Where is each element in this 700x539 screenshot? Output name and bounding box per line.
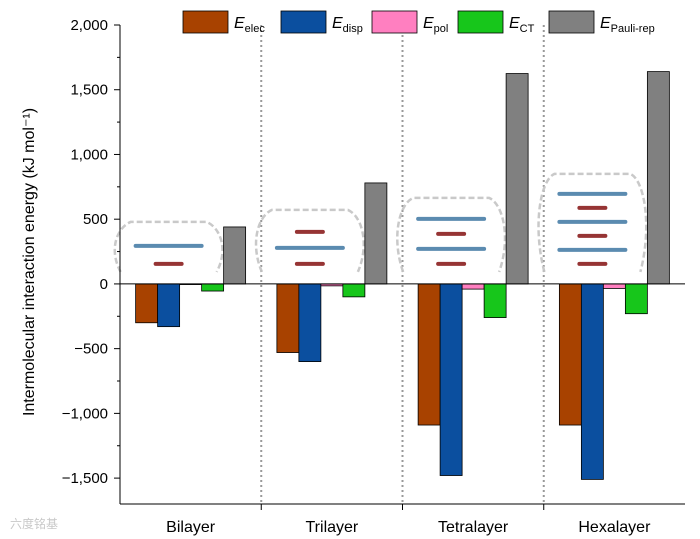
legend-swatch-disp <box>280 10 327 34</box>
legend-swatch-pol <box>371 10 418 34</box>
bar-disp-bilayer <box>157 283 181 328</box>
legend-label-pol: Epol <box>423 15 448 35</box>
legend-label-disp: Edisp <box>332 15 363 35</box>
legend-swatch-elec <box>182 10 229 34</box>
watermark: 六度铭基 <box>10 516 58 531</box>
bar-paulirep-bilayer <box>223 226 247 285</box>
legend-swatch-ct <box>457 10 504 34</box>
y-axis-title: Intermolecular interaction energy (kJ mo… <box>21 108 38 416</box>
x-category-label: Hexalayer <box>578 519 651 536</box>
legend: Eelec Edisp Epol ECT EPauli-rep <box>182 10 655 35</box>
bar-disp-trilayer <box>298 283 322 362</box>
molecule-stack-tetralayer <box>396 196 507 273</box>
bar-ct-trilayer <box>342 283 366 298</box>
legend-label-paulirep: EPauli-rep <box>600 15 655 35</box>
bar-elec-hexalayer <box>558 283 582 426</box>
y-tick-label: 1,000 <box>70 146 108 163</box>
bar-ct-tetralayer <box>483 283 507 318</box>
y-tick-label: −1,000 <box>62 405 108 422</box>
legend-label-ct: ECT <box>509 15 535 35</box>
y-tick-label: 2,000 <box>70 17 108 34</box>
bar-elec-bilayer <box>135 283 159 324</box>
x-category-label: Bilayer <box>166 519 216 536</box>
molecule-stack-bilayer <box>113 220 224 273</box>
bar-pol-tetralayer <box>461 283 485 290</box>
bar-paulirep-trilayer <box>364 182 388 285</box>
x-category-label: Trilayer <box>306 519 359 536</box>
x-category-label: Tetralayer <box>438 519 509 536</box>
y-tick-label: 0 <box>100 276 108 293</box>
bar-ct-hexalayer <box>624 283 648 315</box>
legend-label-elec: Eelec <box>234 15 265 35</box>
bar-elec-tetralayer <box>417 283 441 426</box>
bar-disp-hexalayer <box>580 283 604 480</box>
molecular-structure-illustrations <box>113 172 648 273</box>
y-tick-label: 500 <box>83 211 108 228</box>
bar-paulirep-hexalayer <box>646 71 670 285</box>
molecule-stack-hexalayer <box>537 172 648 273</box>
y-tick-label: 1,500 <box>70 82 108 99</box>
y-tick-label: −500 <box>74 341 108 358</box>
bar-pol-hexalayer <box>602 283 626 289</box>
molecule-stack-trilayer <box>254 208 365 273</box>
legend-swatch-paulirep <box>548 10 595 34</box>
bar-elec-trilayer <box>276 283 300 353</box>
bar-paulirep-tetralayer <box>505 73 529 285</box>
bar-disp-tetralayer <box>439 283 463 476</box>
bar-ct-bilayer <box>201 283 225 292</box>
y-tick-label: −1,500 <box>62 470 108 487</box>
